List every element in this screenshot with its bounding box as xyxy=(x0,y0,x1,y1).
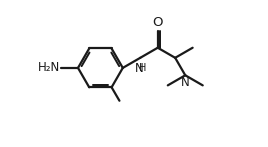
Text: H: H xyxy=(139,63,146,73)
Text: N: N xyxy=(135,62,144,75)
Text: O: O xyxy=(152,16,163,29)
Text: N: N xyxy=(181,76,190,89)
Text: H₂N: H₂N xyxy=(38,61,60,74)
